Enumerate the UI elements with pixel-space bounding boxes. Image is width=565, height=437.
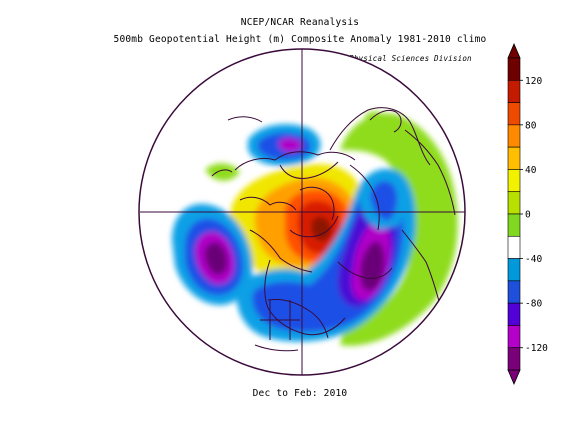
colorbar-bottom-arrow (507, 369, 521, 386)
colorbar-box (507, 169, 521, 193)
colorbar-box (507, 79, 521, 103)
colorbar-box (507, 124, 521, 148)
colorbar-box (507, 57, 521, 81)
period-label: Dec to Feb: 2010 (252, 388, 348, 399)
colorbar: 120 80 40 0 -40 -80 -120 (507, 42, 548, 386)
negative-anomaly-pacific-purple (204, 242, 228, 275)
colorbar-tick-label: -120 (525, 343, 548, 354)
colorbar-boxes (507, 42, 521, 386)
map-subtitle: 500mb Geopotential Height (m) Composite … (113, 34, 487, 45)
colorbar-labels: 120 80 40 0 -40 -80 -120 (520, 76, 548, 354)
colorbar-box (507, 347, 521, 371)
colorbar-box (507, 213, 521, 237)
colorbar-box (507, 191, 521, 215)
credit-label: NOAA/ESRL Physical Sciences Division (302, 54, 472, 63)
colorbar-tick-label: 120 (525, 76, 542, 87)
colorbar-tick-label: 0 (525, 210, 531, 221)
colorbar-box (507, 325, 521, 349)
map-border-circle (138, 48, 466, 376)
colorbar-tick-label: 40 (525, 165, 537, 176)
colorbar-box (507, 302, 521, 326)
colorbar-tick-label: -40 (525, 254, 542, 265)
colorbar-tick-label: 80 (525, 120, 537, 131)
positive-anomaly-dark-red (311, 216, 332, 241)
negative-anomaly-europe-blue (370, 181, 398, 221)
negative-anomaly-asia-violet (278, 137, 302, 153)
coastlines (211, 107, 456, 352)
colorbar-box (507, 102, 521, 126)
positive-anomaly-green (340, 113, 458, 346)
colorbar-box (507, 280, 521, 304)
colorbar-tick-label: -80 (525, 299, 542, 310)
colorbar-box (507, 235, 521, 259)
positive-anomaly-green-2 (365, 111, 385, 127)
colorbar-top-arrow (507, 42, 521, 59)
map-title: NCEP/NCAR Reanalysis (240, 17, 360, 28)
anomaly-field (139, 49, 465, 375)
colorbar-box (507, 146, 521, 170)
colorbar-box (507, 258, 521, 282)
positive-anomaly-green-3 (205, 163, 240, 181)
